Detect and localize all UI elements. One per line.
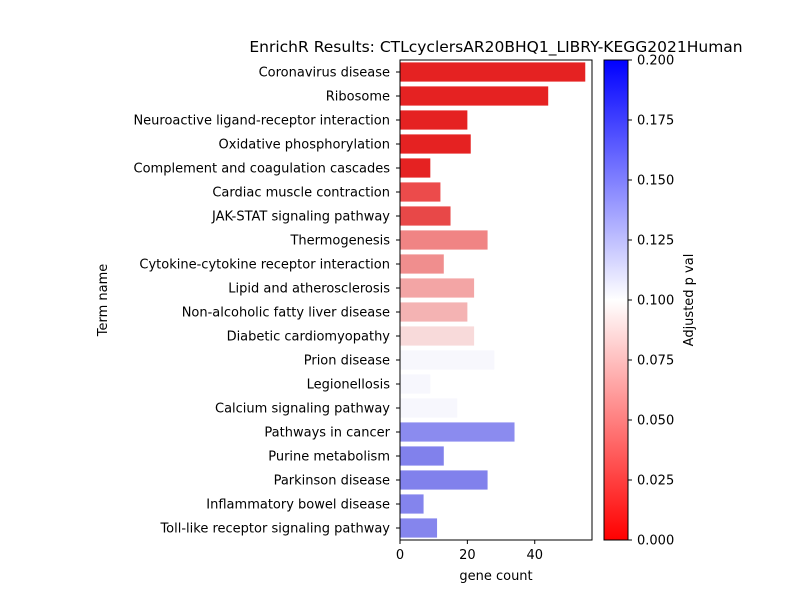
y-tick-label: Cytokine-cytokine receptor interaction <box>139 258 390 273</box>
y-tick-label: Neuroactive ligand-receptor interaction <box>133 114 390 129</box>
bar <box>400 86 549 106</box>
x-tick-label: 20 <box>459 548 476 563</box>
bar <box>400 422 515 442</box>
chart-title: EnrichR Results: CTLcyclersAR20BHQ1_LIBR… <box>249 38 742 57</box>
bar <box>400 326 475 346</box>
colorbar-gradient <box>603 59 629 541</box>
colorbar-tick-label: 0.175 <box>637 114 674 129</box>
y-axis-title: Term name <box>96 264 111 338</box>
bar <box>400 182 441 202</box>
bar <box>400 134 471 154</box>
bar <box>400 446 444 466</box>
bar <box>400 110 468 130</box>
y-tick-label: Coronavirus disease <box>259 66 390 81</box>
y-tick-label: Non-alcoholic fatty liver disease <box>182 306 390 321</box>
y-tick-label: Inflammatory bowel disease <box>206 498 390 513</box>
colorbar-tick-label: 0.050 <box>637 414 674 429</box>
y-tick-label: Parkinson disease <box>274 474 390 489</box>
colorbar-tick-label: 0.150 <box>637 174 674 189</box>
plot-frame <box>399 59 593 541</box>
y-tick-label: Calcium signaling pathway <box>215 402 390 417</box>
bar <box>400 302 468 322</box>
x-axis-title: gene count <box>459 569 532 584</box>
bar <box>400 518 438 538</box>
y-tick-label: Prion disease <box>304 354 390 369</box>
colorbar-tick-label: 0.100 <box>637 294 674 309</box>
bar <box>400 278 475 298</box>
y-tick-label: Ribosome <box>326 90 390 105</box>
bar <box>400 470 488 490</box>
colorbar-tick-label: 0.025 <box>637 474 674 489</box>
colorbar-label: Adjusted p val <box>682 254 697 347</box>
y-tick-label: Pathways in cancer <box>264 426 390 441</box>
y-tick-label: Complement and coagulation cascades <box>134 162 391 177</box>
colorbar-tick-label: 0.125 <box>637 234 674 249</box>
plot-area: Coronavirus disease Ribosome Neuroactive l… <box>133 59 593 563</box>
y-tick-label: Toll-like receptor signaling pathway <box>159 522 390 537</box>
bar <box>400 230 488 250</box>
x-tick-label: 0 <box>396 548 404 563</box>
y-tick-label: Legionellosis <box>307 378 391 393</box>
bar <box>400 398 458 418</box>
bar <box>400 206 451 226</box>
y-tick-label: Thermogenesis <box>289 234 390 249</box>
colorbar-tick-label: 0.000 <box>637 534 674 549</box>
y-tick-label: Lipid and atherosclerosis <box>228 282 390 297</box>
bar <box>400 254 444 274</box>
x-tick-label: 40 <box>526 548 543 563</box>
bar <box>400 494 424 514</box>
y-tick-label: Purine metabolism <box>268 450 390 465</box>
y-tick-label: JAK-STAT signaling pathway <box>211 210 390 225</box>
bar <box>400 350 495 370</box>
y-tick-label: Cardiac muscle contraction <box>212 186 390 201</box>
colorbar: 0.000 0.025 0.050 0.075 0.100 0.125 0.150 0.175… <box>603 54 674 549</box>
bar <box>400 374 431 394</box>
y-tick-label: Oxidative phosphorylation <box>219 138 390 153</box>
y-tick-label: Diabetic cardiomyopathy <box>227 330 391 345</box>
bar <box>400 62 586 82</box>
bar <box>400 158 431 178</box>
colorbar-tick-label: 0.200 <box>637 54 674 69</box>
colorbar-tick-label: 0.075 <box>637 354 674 369</box>
